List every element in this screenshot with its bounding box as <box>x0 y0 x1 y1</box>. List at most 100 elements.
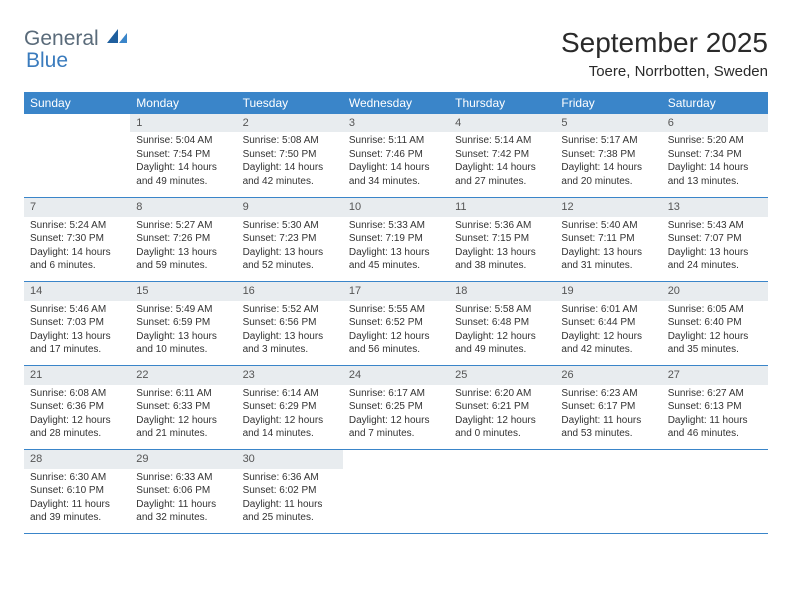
logo-text-blue: Blue <box>26 49 68 72</box>
day-details: Sunrise: 6:17 AMSunset: 6:25 PMDaylight:… <box>343 385 449 445</box>
calendar-body: 1Sunrise: 5:04 AMSunset: 7:54 PMDaylight… <box>24 114 768 534</box>
sunset-line: Sunset: 6:13 PM <box>668 400 762 414</box>
logo-sail-icon <box>107 32 129 49</box>
calendar-cell <box>24 114 130 198</box>
daylight-line: Daylight: 13 hours and 17 minutes. <box>30 330 124 357</box>
sunrise-line: Sunrise: 5:27 AM <box>136 219 230 233</box>
day-details: Sunrise: 5:30 AMSunset: 7:23 PMDaylight:… <box>237 217 343 277</box>
sunset-line: Sunset: 6:33 PM <box>136 400 230 414</box>
calendar-cell: 25Sunrise: 6:20 AMSunset: 6:21 PMDayligh… <box>449 366 555 450</box>
sunrise-line: Sunrise: 5:46 AM <box>30 303 124 317</box>
day-number: 10 <box>343 198 449 216</box>
sunset-line: Sunset: 6:52 PM <box>349 316 443 330</box>
daylight-line: Daylight: 11 hours and 46 minutes. <box>668 414 762 441</box>
sunset-line: Sunset: 6:40 PM <box>668 316 762 330</box>
calendar-row: 21Sunrise: 6:08 AMSunset: 6:36 PMDayligh… <box>24 366 768 450</box>
sunrise-line: Sunrise: 5:11 AM <box>349 134 443 148</box>
sunset-line: Sunset: 7:38 PM <box>561 148 655 162</box>
sunrise-line: Sunrise: 5:08 AM <box>243 134 337 148</box>
calendar-page: General Blue September 2025 Toere, Norrb… <box>0 0 792 554</box>
day-details: Sunrise: 5:20 AMSunset: 7:34 PMDaylight:… <box>662 132 768 192</box>
daylight-line: Daylight: 12 hours and 14 minutes. <box>243 414 337 441</box>
day-details: Sunrise: 5:55 AMSunset: 6:52 PMDaylight:… <box>343 301 449 361</box>
weekday-header: Tuesday <box>237 92 343 114</box>
daylight-line: Daylight: 13 hours and 10 minutes. <box>136 330 230 357</box>
day-details: Sunrise: 6:20 AMSunset: 6:21 PMDaylight:… <box>449 385 555 445</box>
daylight-line: Daylight: 11 hours and 25 minutes. <box>243 498 337 525</box>
weekday-header: Monday <box>130 92 236 114</box>
day-details: Sunrise: 6:05 AMSunset: 6:40 PMDaylight:… <box>662 301 768 361</box>
daylight-line: Daylight: 14 hours and 27 minutes. <box>455 161 549 188</box>
header: General Blue September 2025 Toere, Norrb… <box>24 28 768 80</box>
sunset-line: Sunset: 6:48 PM <box>455 316 549 330</box>
logo-text-general: General <box>24 27 99 50</box>
daylight-line: Daylight: 13 hours and 3 minutes. <box>243 330 337 357</box>
daylight-line: Daylight: 13 hours and 24 minutes. <box>668 246 762 273</box>
day-details: Sunrise: 5:08 AMSunset: 7:50 PMDaylight:… <box>237 132 343 192</box>
day-details: Sunrise: 6:01 AMSunset: 6:44 PMDaylight:… <box>555 301 661 361</box>
daylight-line: Daylight: 13 hours and 45 minutes. <box>349 246 443 273</box>
day-number: 14 <box>24 282 130 300</box>
calendar-cell: 21Sunrise: 6:08 AMSunset: 6:36 PMDayligh… <box>24 366 130 450</box>
calendar-cell: 15Sunrise: 5:49 AMSunset: 6:59 PMDayligh… <box>130 282 236 366</box>
weekday-header: Thursday <box>449 92 555 114</box>
day-details: Sunrise: 5:27 AMSunset: 7:26 PMDaylight:… <box>130 217 236 277</box>
sunset-line: Sunset: 7:34 PM <box>668 148 762 162</box>
day-number: 24 <box>343 366 449 384</box>
sunset-line: Sunset: 6:56 PM <box>243 316 337 330</box>
calendar-cell: 30Sunrise: 6:36 AMSunset: 6:02 PMDayligh… <box>237 450 343 534</box>
sunrise-line: Sunrise: 6:14 AM <box>243 387 337 401</box>
weekday-header-row: Sunday Monday Tuesday Wednesday Thursday… <box>24 92 768 114</box>
sunrise-line: Sunrise: 5:24 AM <box>30 219 124 233</box>
calendar-cell: 11Sunrise: 5:36 AMSunset: 7:15 PMDayligh… <box>449 198 555 282</box>
sunset-line: Sunset: 7:19 PM <box>349 232 443 246</box>
calendar-cell: 13Sunrise: 5:43 AMSunset: 7:07 PMDayligh… <box>662 198 768 282</box>
sunrise-line: Sunrise: 6:27 AM <box>668 387 762 401</box>
location-text: Toere, Norrbotten, Sweden <box>561 63 768 80</box>
sunrise-line: Sunrise: 6:01 AM <box>561 303 655 317</box>
daylight-line: Daylight: 13 hours and 52 minutes. <box>243 246 337 273</box>
day-details: Sunrise: 6:36 AMSunset: 6:02 PMDaylight:… <box>237 469 343 529</box>
daylight-line: Daylight: 11 hours and 39 minutes. <box>30 498 124 525</box>
daylight-line: Daylight: 14 hours and 49 minutes. <box>136 161 230 188</box>
calendar-cell: 5Sunrise: 5:17 AMSunset: 7:38 PMDaylight… <box>555 114 661 198</box>
day-details: Sunrise: 5:17 AMSunset: 7:38 PMDaylight:… <box>555 132 661 192</box>
calendar-cell: 17Sunrise: 5:55 AMSunset: 6:52 PMDayligh… <box>343 282 449 366</box>
calendar-cell <box>662 450 768 534</box>
sunset-line: Sunset: 6:17 PM <box>561 400 655 414</box>
sunset-line: Sunset: 7:42 PM <box>455 148 549 162</box>
sunrise-line: Sunrise: 6:20 AM <box>455 387 549 401</box>
daylight-line: Daylight: 14 hours and 42 minutes. <box>243 161 337 188</box>
day-number: 6 <box>662 114 768 132</box>
sunset-line: Sunset: 7:26 PM <box>136 232 230 246</box>
day-details: Sunrise: 5:43 AMSunset: 7:07 PMDaylight:… <box>662 217 768 277</box>
sunrise-line: Sunrise: 6:23 AM <box>561 387 655 401</box>
calendar-cell: 2Sunrise: 5:08 AMSunset: 7:50 PMDaylight… <box>237 114 343 198</box>
sunrise-line: Sunrise: 5:40 AM <box>561 219 655 233</box>
calendar-cell: 3Sunrise: 5:11 AMSunset: 7:46 PMDaylight… <box>343 114 449 198</box>
sunrise-line: Sunrise: 5:49 AM <box>136 303 230 317</box>
daylight-line: Daylight: 12 hours and 28 minutes. <box>30 414 124 441</box>
calendar-cell: 26Sunrise: 6:23 AMSunset: 6:17 PMDayligh… <box>555 366 661 450</box>
sunrise-line: Sunrise: 6:33 AM <box>136 471 230 485</box>
daylight-line: Daylight: 12 hours and 49 minutes. <box>455 330 549 357</box>
sunset-line: Sunset: 6:02 PM <box>243 484 337 498</box>
sunset-line: Sunset: 7:50 PM <box>243 148 337 162</box>
day-number: 18 <box>449 282 555 300</box>
sunset-line: Sunset: 6:06 PM <box>136 484 230 498</box>
day-number: 25 <box>449 366 555 384</box>
sunset-line: Sunset: 7:30 PM <box>30 232 124 246</box>
sunrise-line: Sunrise: 5:20 AM <box>668 134 762 148</box>
calendar-cell: 19Sunrise: 6:01 AMSunset: 6:44 PMDayligh… <box>555 282 661 366</box>
day-number: 17 <box>343 282 449 300</box>
day-number: 15 <box>130 282 236 300</box>
calendar-cell <box>449 450 555 534</box>
day-details: Sunrise: 5:33 AMSunset: 7:19 PMDaylight:… <box>343 217 449 277</box>
sunset-line: Sunset: 7:11 PM <box>561 232 655 246</box>
sunset-line: Sunset: 7:46 PM <box>349 148 443 162</box>
sunrise-line: Sunrise: 5:14 AM <box>455 134 549 148</box>
sunset-line: Sunset: 7:54 PM <box>136 148 230 162</box>
sunset-line: Sunset: 7:23 PM <box>243 232 337 246</box>
day-number: 29 <box>130 450 236 468</box>
calendar-cell: 23Sunrise: 6:14 AMSunset: 6:29 PMDayligh… <box>237 366 343 450</box>
